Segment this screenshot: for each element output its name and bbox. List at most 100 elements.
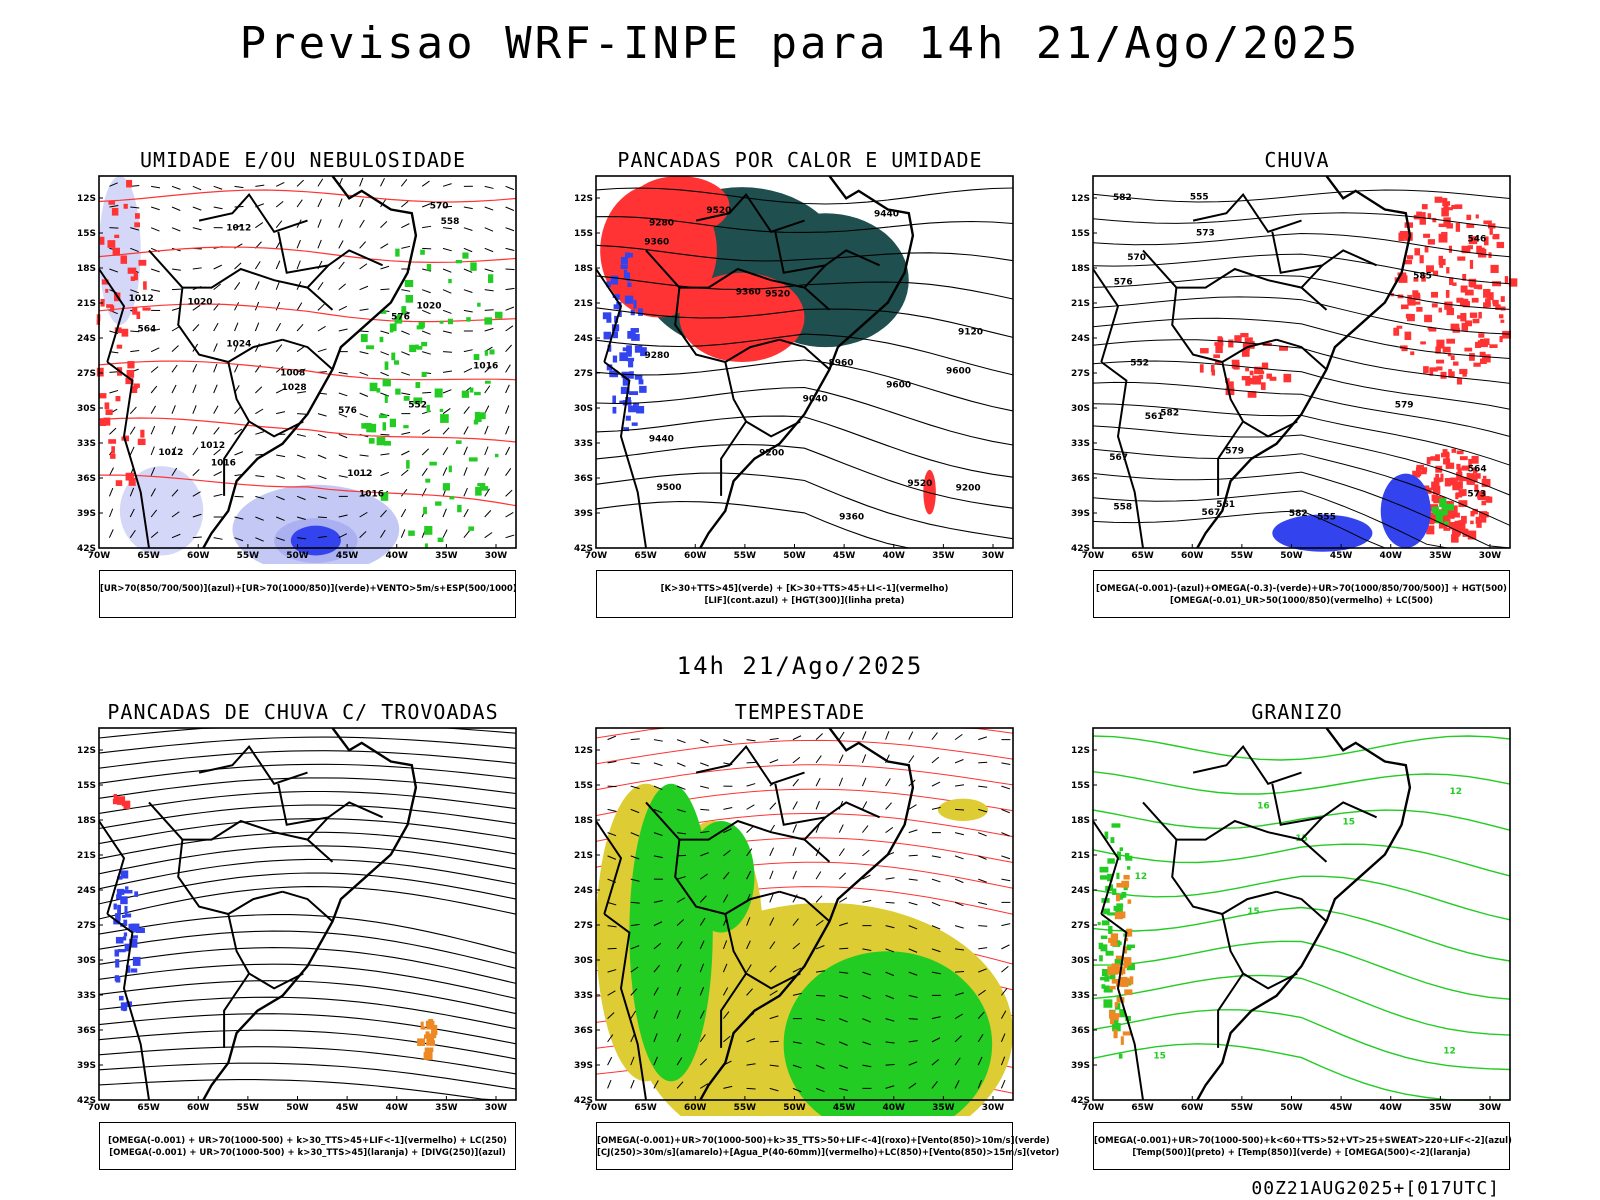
lif-contour [609, 371, 619, 378]
green-contour-speck [479, 486, 489, 491]
lat-tick-label: 18S [1071, 264, 1090, 274]
wind-vector [192, 513, 202, 518]
contour-label: 9520 [765, 290, 790, 300]
hgt500-contour [1092, 448, 1511, 526]
wind850-vector [676, 1057, 683, 1066]
temp850-contour [1109, 971, 1116, 980]
lat-tick-label: 21S [1071, 851, 1090, 861]
wind850-vector [861, 801, 868, 810]
lif-contour [616, 301, 622, 310]
divergence-area [130, 923, 140, 933]
wind850-vector [885, 778, 891, 787]
green-contour-speck [420, 249, 425, 255]
coastline [699, 727, 915, 1101]
green-contour-speck [439, 320, 444, 324]
wind-vector [296, 391, 307, 394]
lon-tick-label: 50W [286, 551, 309, 561]
lon-tick-label: 35W [435, 551, 458, 561]
omega-area [1111, 1013, 1121, 1018]
wind850-vector [653, 808, 663, 814]
green-contour-speck [395, 388, 401, 395]
wind-vector [255, 431, 265, 435]
wind-vector [463, 446, 468, 456]
wind-vector [296, 516, 306, 520]
lon-tick-label: 65W [137, 1103, 160, 1113]
rain-area-red [1424, 314, 1433, 323]
streamline [98, 930, 517, 969]
wind-vector [129, 529, 136, 538]
coastline [1196, 175, 1412, 549]
wind-vector [150, 347, 160, 353]
lat-tick-label: 15S [1071, 781, 1090, 791]
rain-area-red [1462, 273, 1467, 281]
wind850-vector [746, 1087, 756, 1090]
wind-vector [234, 406, 241, 415]
wind850-vector [931, 806, 941, 810]
rain-area-red [1459, 456, 1468, 461]
wind-vector [505, 247, 515, 251]
wind-vector [505, 206, 515, 211]
red-contour-speck [105, 288, 109, 293]
wind850-vector [792, 756, 801, 764]
wind850-vector [653, 987, 659, 996]
wind850-vector [931, 855, 941, 859]
temp850-contour [1105, 950, 1114, 956]
green-contour-speck [408, 530, 415, 536]
wind850-vector [1001, 988, 1008, 996]
rain-area-red [1211, 369, 1216, 376]
wind850-vector [746, 739, 756, 742]
contour-label: 9200 [956, 483, 981, 493]
wind-vector [317, 198, 323, 208]
border-line [1276, 890, 1328, 923]
red-contour-speck [133, 272, 138, 281]
rain-area-red [1430, 456, 1436, 461]
lat-tick-label: 39S [1071, 1061, 1090, 1071]
temp850-contour [1099, 866, 1109, 873]
hgt500-contour [1092, 425, 1511, 496]
wind-vector [380, 265, 390, 270]
lat-tick-label: 33S [1071, 439, 1090, 449]
rain-area-red [1440, 452, 1450, 458]
temp850-contour [1101, 920, 1110, 926]
wind-vector [171, 405, 176, 414]
wind850-vector [746, 964, 752, 973]
wind-vector [484, 247, 494, 253]
wind-vector [505, 268, 515, 271]
divergence-area [129, 938, 138, 948]
wind-vector [276, 495, 285, 501]
rain-area-red [1261, 362, 1269, 370]
contour-label: 1012 [200, 441, 225, 451]
wind850-vector [722, 894, 729, 903]
omega-area [1121, 880, 1130, 888]
red-contour-speck [125, 377, 134, 385]
red-contour-speck [108, 200, 116, 205]
rain-area-red [1431, 303, 1438, 308]
streamline [98, 763, 517, 784]
rain-area-red [1452, 282, 1457, 286]
rain-area-green [1443, 508, 1448, 516]
thickness-contour [99, 474, 517, 507]
rain-area-red [1450, 355, 1455, 361]
temp850-contour [1119, 847, 1123, 852]
lif-contour [636, 405, 645, 414]
lif-contour [606, 317, 612, 323]
red-contour-speck [111, 446, 115, 454]
wind-vector [359, 454, 369, 457]
wind850-vector [885, 826, 894, 834]
lat-tick-label: 27S [1071, 921, 1090, 931]
wind-vector [255, 222, 264, 229]
border-line [1192, 744, 1302, 785]
rain-area-red [1252, 375, 1262, 385]
green-contour-speck [415, 344, 419, 350]
wind-vector [297, 537, 307, 540]
green-contour-speck [409, 344, 417, 353]
rain-area-red [1470, 520, 1474, 525]
wind850-vector [815, 733, 823, 740]
green-contour-speck [468, 526, 475, 531]
green-contour-speck [389, 418, 397, 428]
omega-area [1129, 976, 1134, 985]
green-contour-speck [404, 279, 414, 288]
lon-tick-label: 35W [1429, 551, 1452, 561]
contour-label: 576 [391, 312, 410, 322]
green-contour-speck [384, 395, 388, 403]
